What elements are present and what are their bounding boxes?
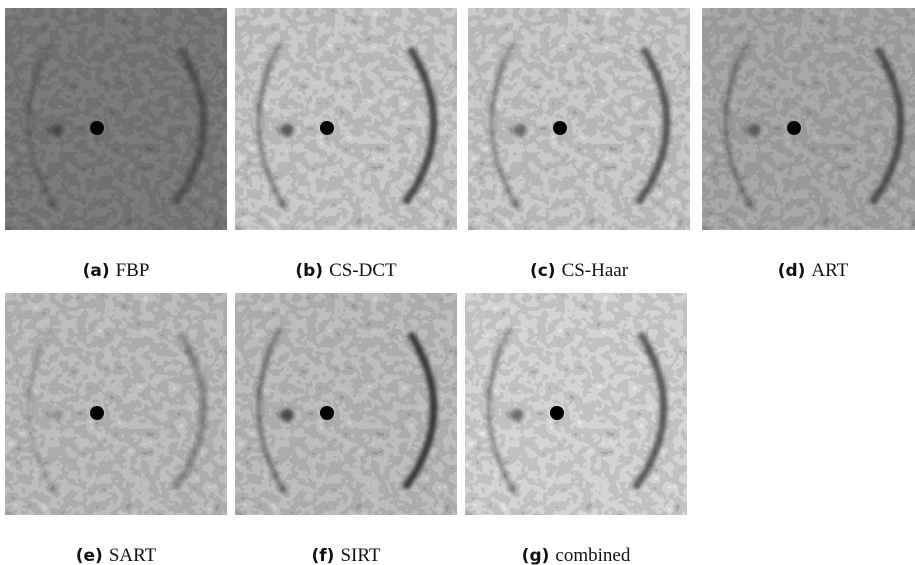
noise-texture <box>235 8 457 230</box>
arc <box>489 41 521 210</box>
reconstruction-image <box>235 293 457 515</box>
features <box>256 326 438 495</box>
noise-texture <box>5 8 227 230</box>
subfigure: (e) SART <box>5 293 227 565</box>
arc <box>256 326 288 495</box>
point-source <box>553 121 567 135</box>
subfigure: (a) FBP <box>5 8 227 282</box>
shade <box>702 8 915 230</box>
arc <box>635 46 671 206</box>
caption-text: SART <box>108 545 157 565</box>
caption-text: ART <box>811 260 849 281</box>
arc <box>632 331 668 491</box>
reconstruction-image <box>468 8 690 230</box>
caption: (f) SIRT <box>235 545 457 565</box>
caption-label: (f) <box>311 546 335 565</box>
features <box>723 41 905 210</box>
caption-label: (c) <box>529 261 556 281</box>
subfigure: (f) SIRT <box>235 293 457 565</box>
arc <box>26 326 58 495</box>
arc <box>869 46 905 206</box>
point-source <box>550 406 564 420</box>
arc <box>402 331 438 491</box>
caption-label: (d) <box>777 261 806 281</box>
reconstruction-image <box>5 293 227 515</box>
shade <box>235 293 457 515</box>
caption: (c) CS-Haar <box>468 260 690 282</box>
point-source <box>320 406 334 420</box>
noise-texture <box>235 293 457 515</box>
reconstruction-image <box>702 8 915 230</box>
features <box>26 326 208 495</box>
spot <box>280 408 294 422</box>
spot <box>50 123 64 137</box>
shade <box>235 8 457 230</box>
arc <box>172 46 208 206</box>
shade <box>468 8 690 230</box>
noise-texture <box>465 293 687 515</box>
noise-texture <box>5 293 227 515</box>
shade <box>5 8 227 230</box>
spot <box>513 123 527 137</box>
reconstruction-image <box>5 8 227 230</box>
point-source <box>320 121 334 135</box>
arc <box>723 41 755 210</box>
point-source <box>90 121 104 135</box>
spot <box>280 123 294 137</box>
caption-label: (b) <box>295 261 324 281</box>
caption-text: CS-Haar <box>561 260 629 281</box>
spot <box>510 408 524 422</box>
caption-text: SIRT <box>340 545 381 565</box>
caption: (e) SART <box>5 545 227 565</box>
subfigure: (c) CS-Haar <box>468 8 690 282</box>
shade <box>465 293 687 515</box>
caption: (g) combined <box>465 545 687 565</box>
arc <box>402 46 438 206</box>
caption-label: (e) <box>75 546 103 565</box>
subfigure: (g) combined <box>465 293 687 565</box>
reconstruction-image <box>235 8 457 230</box>
features <box>26 41 208 210</box>
arc <box>256 41 288 210</box>
features <box>486 326 668 495</box>
caption: (a) FBP <box>5 260 227 282</box>
caption-text: CS-DCT <box>329 260 397 281</box>
spot <box>747 123 761 137</box>
caption: (b) CS-DCT <box>235 260 457 282</box>
features <box>256 41 438 210</box>
caption-text: FBP <box>115 260 150 281</box>
reconstruction-image <box>465 293 687 515</box>
caption-label: (g) <box>521 546 550 565</box>
arc <box>26 41 58 210</box>
caption: (d) ART <box>702 260 915 282</box>
arc <box>486 326 518 495</box>
noise-texture <box>468 8 690 230</box>
point-source <box>787 121 801 135</box>
subfigure: (b) CS-DCT <box>235 8 457 282</box>
arc <box>172 331 208 491</box>
features <box>489 41 671 210</box>
caption-text: combined <box>555 545 631 565</box>
point-source <box>90 406 104 420</box>
caption-label: (a) <box>82 261 110 281</box>
subfigure: (d) ART <box>702 8 915 282</box>
spot <box>50 408 64 422</box>
shade <box>5 293 227 515</box>
